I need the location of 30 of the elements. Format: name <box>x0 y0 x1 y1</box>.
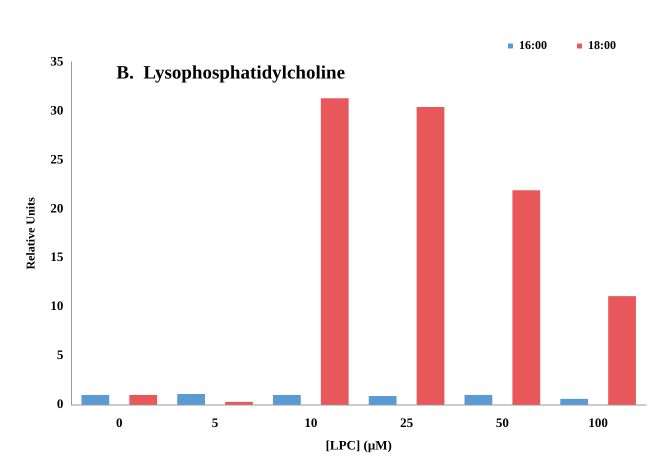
bar <box>129 395 158 405</box>
y-axis-title: Relative Units <box>23 196 38 270</box>
y-tick-label: 5 <box>56 347 64 362</box>
bar <box>560 398 588 405</box>
y-tick-label: 15 <box>50 249 64 264</box>
x-tick-label: 25 <box>400 414 414 430</box>
bar <box>512 190 540 405</box>
x-tick-label: 5 <box>212 414 219 430</box>
bar <box>368 396 397 405</box>
bar <box>177 394 205 405</box>
legend-label: 18:00 <box>588 38 616 52</box>
x-tick-label: 0 <box>116 414 123 430</box>
y-tick-label: 10 <box>50 298 64 314</box>
bar <box>320 98 349 405</box>
x-tick-label: 10 <box>304 414 318 430</box>
chart-title: B. Lysophosphatidylcholine <box>116 62 346 84</box>
x-axis-title: [LPC] (μM) <box>326 438 392 453</box>
y-tick-label: 25 <box>50 151 64 166</box>
x-tick-label: 50 <box>496 414 509 430</box>
y-tick-label: 20 <box>50 200 64 216</box>
bar <box>608 296 636 405</box>
bar <box>272 395 301 405</box>
y-tick-label: 0 <box>56 396 64 412</box>
bar <box>416 107 444 405</box>
x-tick-label: 100 <box>588 414 608 430</box>
bar <box>81 395 110 405</box>
bar <box>464 395 492 405</box>
y-tick-label: 35 <box>50 53 64 68</box>
legend-label: 16:00 <box>519 38 548 52</box>
y-tick-label: 30 <box>50 102 64 118</box>
